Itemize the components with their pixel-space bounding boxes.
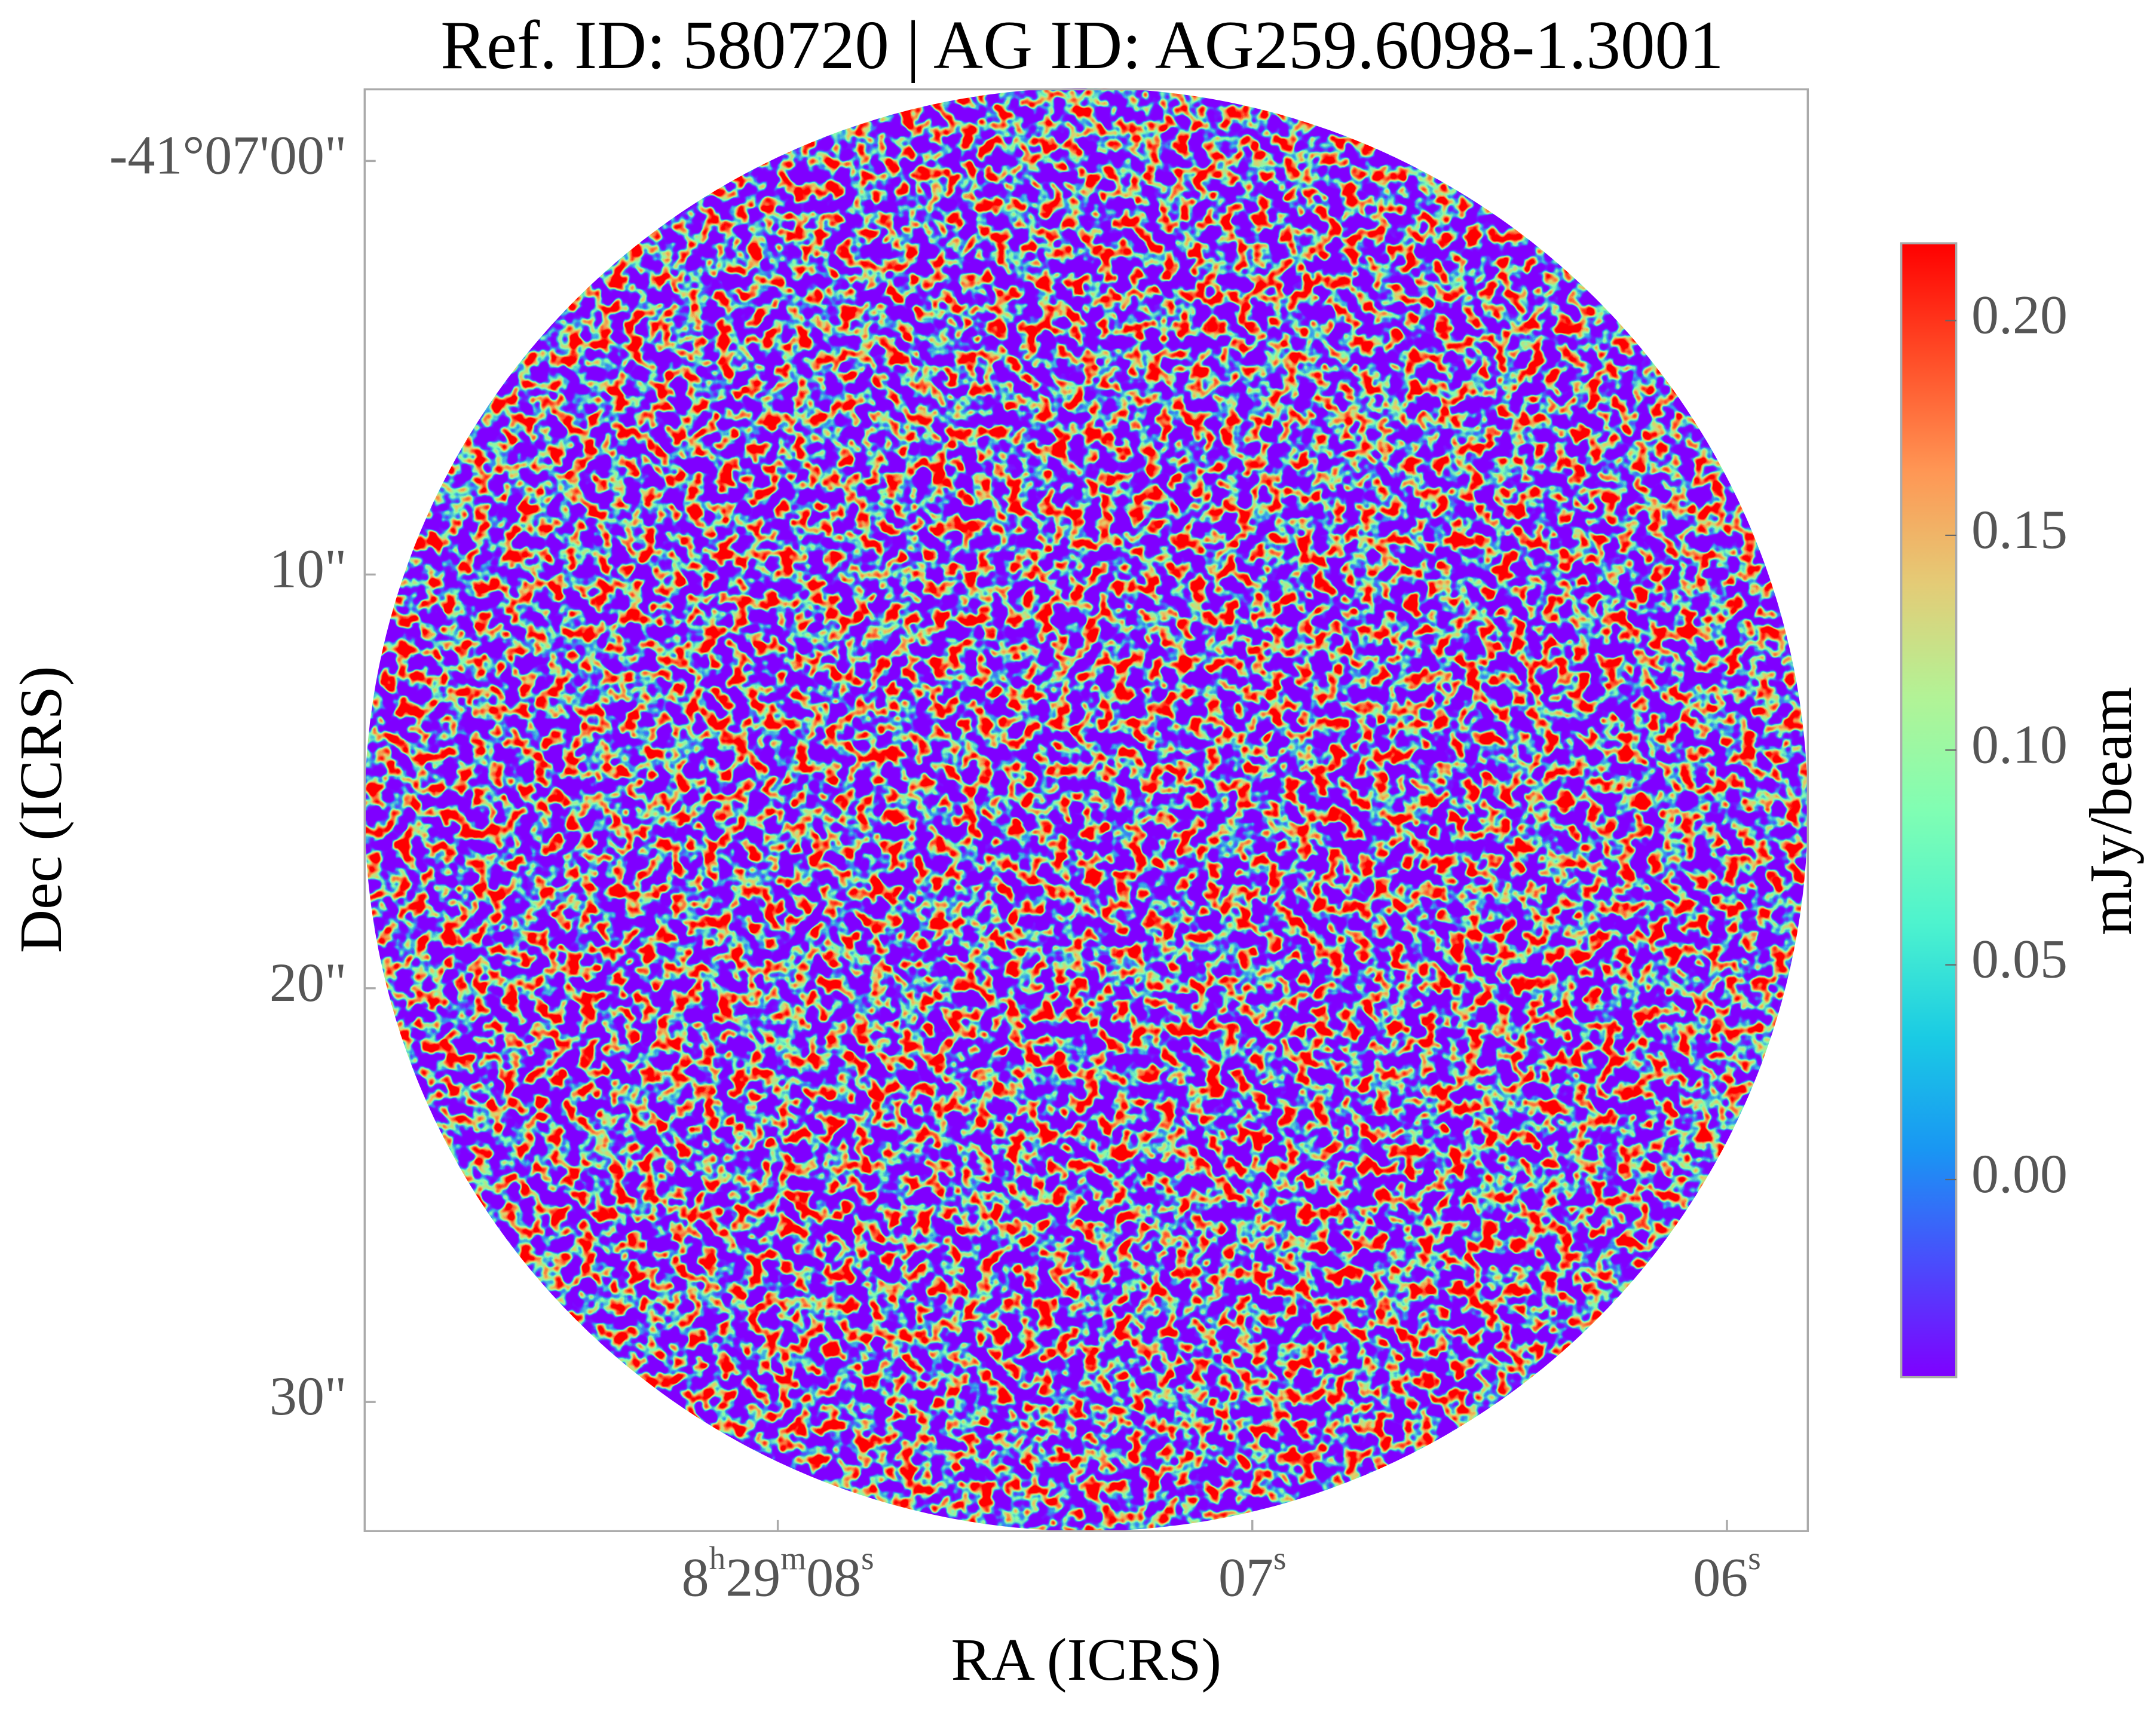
colorbar-tick-label: 0.20 bbox=[1971, 284, 2068, 345]
colorbar-tick-label: 0.15 bbox=[1971, 499, 2068, 560]
plot-frame bbox=[363, 88, 1809, 1532]
x-tick-digits: 06 bbox=[1693, 1547, 1748, 1608]
x-tick-digits: 07 bbox=[1218, 1547, 1273, 1608]
colorbar-label: mJy/beam bbox=[2077, 687, 2144, 935]
y-tick-label: 10" bbox=[270, 538, 347, 599]
colorbar-tick-label: 0.05 bbox=[1971, 929, 2068, 990]
colorbar-tick-label: 0.10 bbox=[1971, 713, 2068, 774]
y-tick-label: -41°07'00" bbox=[109, 124, 347, 185]
x-tick-unit: m bbox=[780, 1539, 806, 1576]
x-tick-unit: s bbox=[1273, 1539, 1286, 1576]
intensity-map bbox=[365, 88, 1808, 1532]
x-tick-label: 8h29m08s bbox=[682, 1539, 874, 1607]
x-axis-label: RA (ICRS) bbox=[951, 1626, 1221, 1693]
x-tick-unit: s bbox=[1748, 1539, 1760, 1576]
y-axis-label: Dec (ICRS) bbox=[7, 666, 74, 953]
y-tick-label: 30" bbox=[270, 1365, 347, 1426]
x-tick-unit: s bbox=[861, 1539, 874, 1576]
colorbar bbox=[1900, 242, 1958, 1379]
image-disk bbox=[365, 88, 1808, 1532]
x-tick-digits: 08 bbox=[806, 1547, 861, 1608]
x-tick-label: 06s bbox=[1693, 1539, 1760, 1607]
chart-title: Ref. ID: 580720 | AG ID: AG259.6098-1.30… bbox=[440, 7, 1723, 83]
x-tick-label: 07s bbox=[1218, 1539, 1286, 1607]
x-tick-digits: 8 bbox=[682, 1547, 709, 1608]
x-tick-unit: h bbox=[709, 1539, 726, 1576]
x-tick-digits: 29 bbox=[725, 1547, 780, 1608]
colorbar-tick-label: 0.00 bbox=[1971, 1143, 2068, 1204]
y-tick-label: 20" bbox=[270, 952, 347, 1013]
